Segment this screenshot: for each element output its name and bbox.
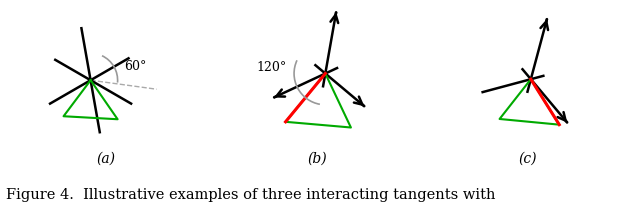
Text: (b): (b) <box>307 152 326 166</box>
Text: (a): (a) <box>96 152 115 166</box>
Text: 60°: 60° <box>124 60 147 73</box>
Text: 120°: 120° <box>256 61 287 74</box>
Text: Figure 4.  Illustrative examples of three interacting tangents with: Figure 4. Illustrative examples of three… <box>6 188 496 202</box>
Text: (c): (c) <box>519 152 537 166</box>
